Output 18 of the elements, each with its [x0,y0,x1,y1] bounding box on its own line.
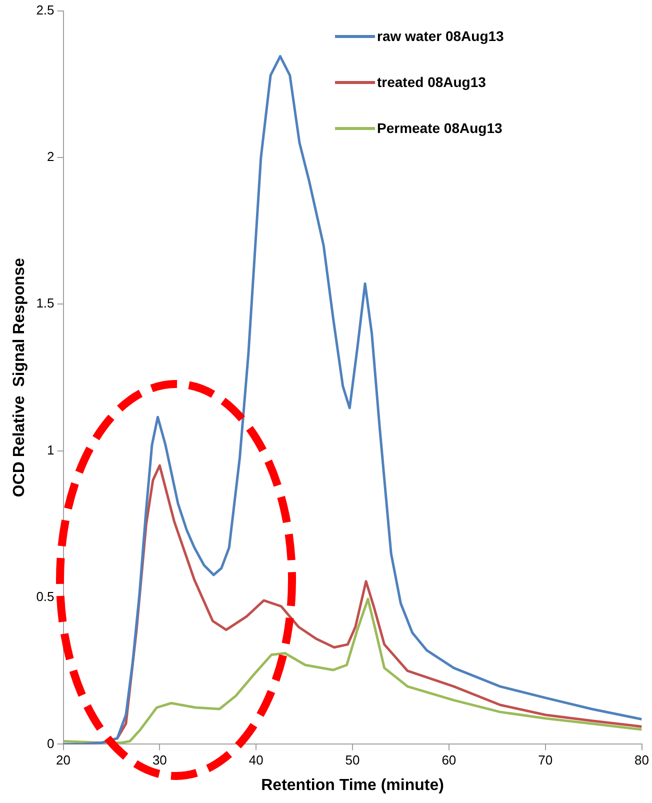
x-tick-label: 20 [56,752,71,768]
x-tick-label: 80 [634,752,650,768]
x-tick-label: 30 [152,752,167,768]
y-tick-label: 0 [47,736,54,751]
y-tick-label: 0.5 [36,589,54,604]
y-tick-label: 2 [47,149,54,164]
x-axis-title: Retention Time (minute) [261,776,444,794]
y-tick-label: 2.5 [36,2,54,18]
x-tick-label: 70 [538,752,553,768]
x-tick-label: 50 [345,752,360,768]
legend-label: treated 08Aug13 [377,74,486,90]
legend-label: Permeate 08Aug13 [377,120,502,136]
y-tick-label: 1.5 [36,296,54,311]
y-axis-title: OCD Relative Signal Response [11,258,28,498]
y-tick-label: 1 [47,442,54,458]
x-tick-label: 40 [248,752,264,768]
x-tick-label: 60 [442,752,456,768]
legend-label: raw water 08Aug13 [377,28,504,44]
